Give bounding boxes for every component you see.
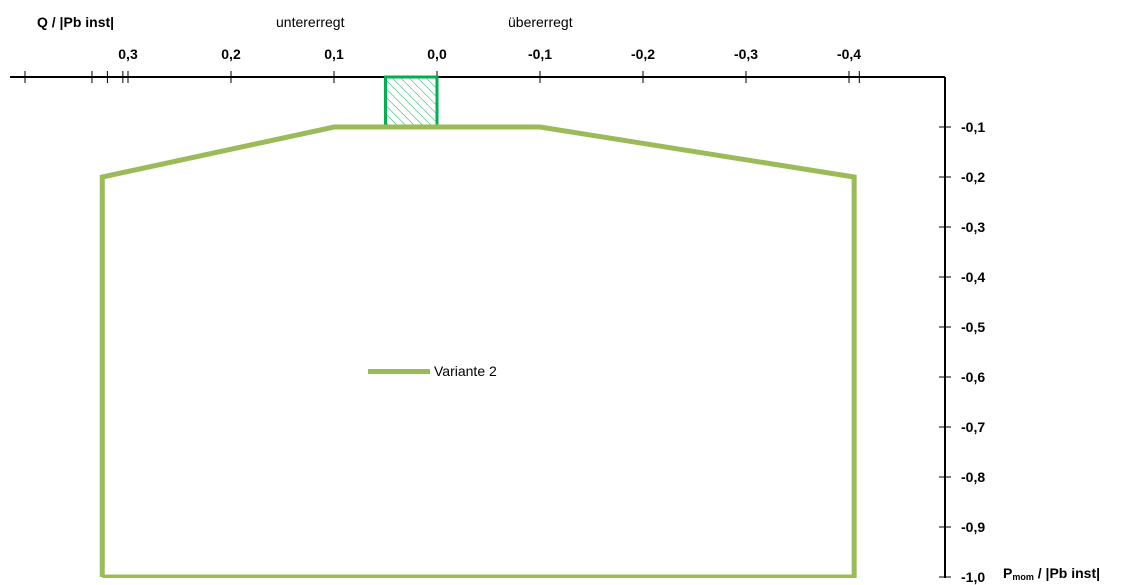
x-axis-title-sub: mom <box>1012 572 1034 582</box>
region-label-right: übererregt <box>508 14 573 30</box>
legend-label: Variante 2 <box>434 363 497 379</box>
shaded-region <box>384 75 439 129</box>
y-tick-label: -0,8 <box>961 469 986 485</box>
x-tick-label: -0,2 <box>630 46 656 62</box>
legend: Variante 2 <box>368 363 497 379</box>
region-label-left: untererregt <box>276 14 345 30</box>
y-tick-label: -0,5 <box>961 319 986 335</box>
y-tick-label: -0,2 <box>961 169 986 185</box>
x-tick-label: -0,3 <box>733 46 759 62</box>
y-axis-title: Q / |Pb inst| <box>37 14 115 30</box>
y-tick-label: -0,9 <box>961 519 986 535</box>
x-axis-title: Pmom / |Pb inst| <box>1003 565 1101 582</box>
series-line-variante-2 <box>99 124 857 578</box>
x-tick-label: -0,1 <box>527 46 553 62</box>
x-tick-label: 0,2 <box>221 46 241 62</box>
x-tick-label: 0,3 <box>118 46 138 62</box>
y-tick-label: -0,3 <box>961 219 986 235</box>
y-tick-label: -1,0 <box>961 569 986 585</box>
y-tick-label: -0,6 <box>961 369 986 385</box>
y-tick-label: -0,4 <box>961 269 986 285</box>
y-tick-label: -0,1 <box>961 119 986 135</box>
x-tick-label: 0,0 <box>427 46 447 62</box>
x-tick-label: 0,1 <box>324 46 344 62</box>
x-axis-title-rest: / |Pb inst| <box>1037 565 1101 581</box>
legend-swatch <box>368 368 430 374</box>
x-axis-title-main: P <box>1003 565 1013 581</box>
x-tick-label: -0,4 <box>836 46 862 62</box>
y-tick-label: -0,7 <box>961 419 986 435</box>
